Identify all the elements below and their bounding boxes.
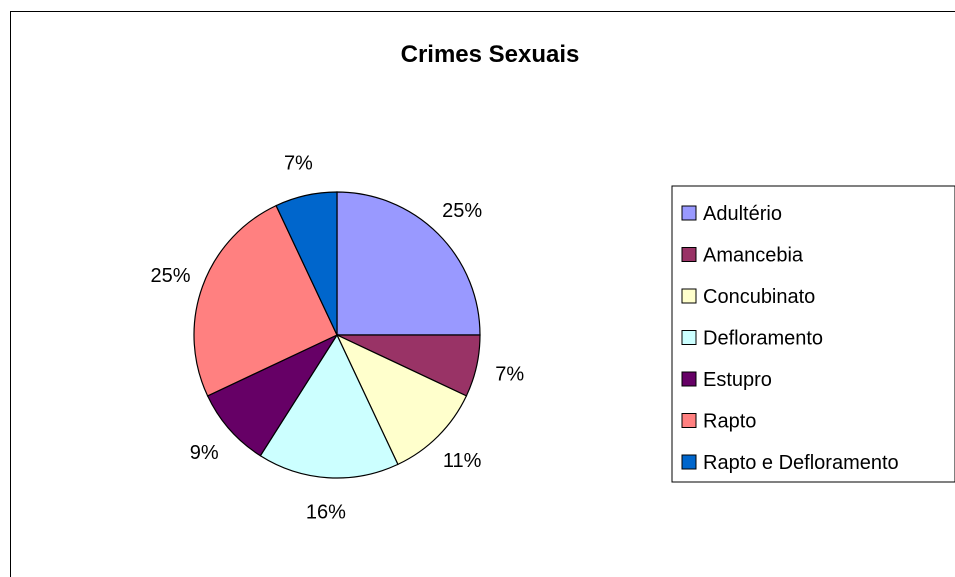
pie-slice-concubinato — [335, 333, 468, 466]
legend-swatch-rapto-e-defloramento — [681, 454, 697, 470]
legend-label-estupro: Estupro — [703, 369, 772, 391]
legend-swatch-rapto — [681, 413, 697, 428]
legend-swatch-amancebia — [681, 247, 697, 262]
legend-swatch-estupro — [681, 371, 697, 387]
data-label-adulterio: 25% — [442, 200, 482, 222]
legend-label-amancebia: Amancebia — [703, 245, 804, 267]
chart-title: Crimes Sexuais — [401, 41, 580, 68]
data-label-rapto-e-defloramento: 7% — [284, 152, 313, 174]
legend-swatch-defloramento — [681, 330, 697, 345]
pie-slice-rapto-e-defloramento — [275, 191, 338, 336]
pie-slices — [193, 191, 481, 479]
pie-slice-adulterio — [336, 191, 481, 336]
legend-label-rapto: Rapto — [703, 411, 756, 433]
data-label-amancebia: 7% — [495, 364, 524, 386]
data-label-concubinato: 11% — [443, 450, 482, 472]
data-label-estupro: 9% — [190, 442, 219, 464]
pie-slice-defloramento — [259, 333, 399, 479]
pie-slice-estupro — [206, 333, 339, 457]
legend: Adultério Amancebia Concubinato Deflorament… — [671, 185, 955, 483]
legend-label-adulterio: Adultério — [703, 203, 782, 225]
legend-label-rapto-e-defloramento: Rapto e Defloramento — [703, 452, 899, 474]
legend-box — [671, 185, 955, 483]
legend-label-defloramento: Defloramento — [703, 328, 823, 350]
pie-slice-rapto — [193, 204, 338, 397]
legend-swatch-concubinato — [681, 288, 697, 304]
legend-label-concubinato: Concubinato — [703, 286, 815, 308]
data-labels: 25% 7% 11% 16% 9% 25% 7% — [150, 152, 524, 523]
data-label-defloramento: 16% — [306, 502, 346, 524]
legend-swatch-adulterio — [681, 205, 697, 221]
data-label-rapto: 25% — [150, 265, 190, 287]
